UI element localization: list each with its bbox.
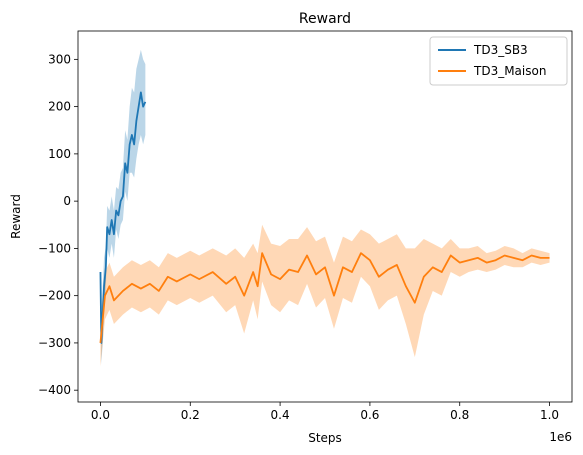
legend: TD3_SB3 TD3_Maison bbox=[429, 36, 568, 86]
plot-frame bbox=[77, 30, 573, 403]
line-td3-maison bbox=[99, 252, 550, 344]
legend-label-td3-maison: TD3_Maison bbox=[473, 64, 546, 78]
y-tick-label: −100 bbox=[38, 241, 71, 255]
x-tick-label: 0.0 bbox=[91, 408, 110, 422]
legend-label-td3-sb3: TD3_SB3 bbox=[473, 43, 528, 57]
series-lines bbox=[99, 91, 550, 344]
x-axis-offset-text: 1e6 bbox=[549, 430, 572, 444]
x-tick-label: 0.8 bbox=[450, 408, 469, 422]
y-tick-label: 0 bbox=[63, 194, 71, 208]
y-axis-label: Reward bbox=[9, 194, 23, 239]
y-axis-ticks: −400 −300 −200 −100 0 100 200 300 bbox=[38, 52, 78, 397]
confidence-bands bbox=[100, 49, 550, 367]
band-td3-sb3 bbox=[100, 49, 146, 365]
line-td3-sb3 bbox=[99, 91, 147, 344]
band-td3-maison bbox=[100, 224, 550, 367]
x-axis-ticks: 0.0 0.2 0.4 0.6 0.8 1.0 bbox=[91, 402, 559, 422]
y-tick-label: −400 bbox=[38, 383, 71, 397]
x-tick-label: 0.6 bbox=[360, 408, 379, 422]
chart-title: Reward bbox=[299, 11, 351, 27]
y-tick-label: −300 bbox=[38, 336, 71, 350]
y-tick-label: 300 bbox=[48, 52, 71, 66]
x-tick-label: 0.2 bbox=[181, 408, 200, 422]
y-tick-label: 200 bbox=[48, 100, 71, 114]
x-tick-label: 0.4 bbox=[271, 408, 290, 422]
y-tick-label: 100 bbox=[48, 147, 71, 161]
x-tick-label: 1.0 bbox=[540, 408, 559, 422]
x-axis-label: Steps bbox=[308, 431, 342, 445]
y-tick-label: −200 bbox=[38, 289, 71, 303]
